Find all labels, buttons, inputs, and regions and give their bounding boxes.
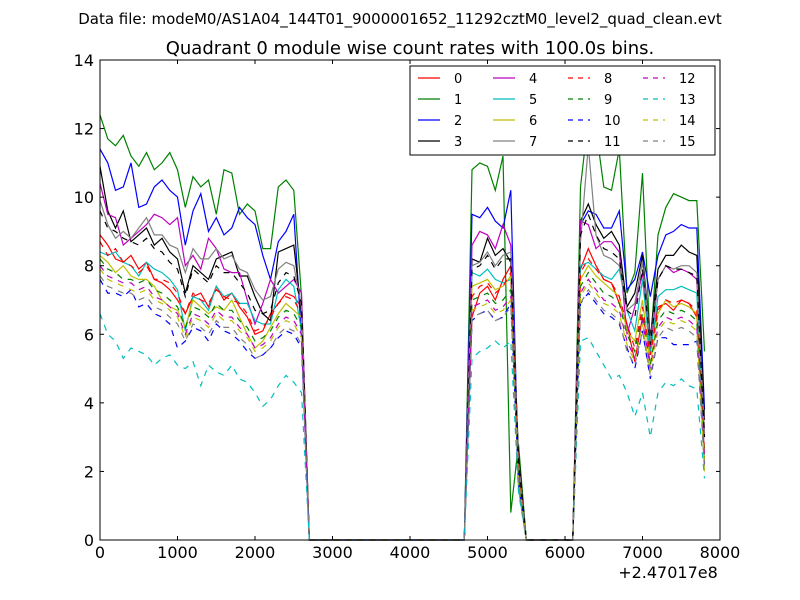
y-tick-label: 0 — [84, 531, 94, 550]
x-tick-label: 4000 — [390, 543, 431, 562]
y-tick-label: 12 — [74, 120, 94, 139]
series-line-1 — [99, 114, 706, 541]
legend-label-2: 2 — [454, 114, 462, 129]
series-line-8 — [99, 241, 706, 541]
legend-label-9: 9 — [604, 93, 612, 108]
legend-label-8: 8 — [604, 72, 612, 87]
series-line-5 — [99, 251, 706, 541]
x-tick-label: 3000 — [312, 543, 353, 562]
y-tick-label: 6 — [84, 325, 94, 344]
x-tick-label: 1000 — [157, 543, 198, 562]
y-tick-label: 2 — [84, 462, 94, 481]
legend-label-4: 4 — [529, 72, 537, 87]
series-line-15 — [99, 275, 706, 541]
series-line-2 — [99, 148, 706, 541]
plot-lines — [99, 114, 706, 541]
legend-box — [409, 65, 716, 156]
series-line-14 — [99, 268, 706, 541]
legend-label-0: 0 — [454, 72, 462, 87]
legend-label-12: 12 — [679, 72, 696, 87]
y-tick-label: 14 — [74, 51, 94, 70]
series-line-6 — [99, 254, 706, 541]
legend-label-10: 10 — [604, 114, 621, 129]
x-tick-label: 5000 — [467, 543, 508, 562]
y-tick-label: 8 — [84, 257, 94, 276]
legend-label-15: 15 — [679, 135, 696, 150]
legend-label-13: 13 — [679, 93, 696, 108]
legend-label-3: 3 — [454, 135, 462, 150]
series-line-4 — [99, 183, 706, 541]
x-tick-label: 7000 — [622, 543, 663, 562]
legend-label-7: 7 — [529, 135, 537, 150]
legend-label-6: 6 — [529, 114, 537, 129]
x-tick-label: 8000 — [700, 543, 741, 562]
x-tick-label: 2000 — [235, 543, 276, 562]
x-tick-label: 0 — [95, 543, 105, 562]
series-line-13 — [99, 313, 706, 541]
x-offset-label: +2.47017e8 — [618, 563, 718, 582]
chart-title: Quadrant 0 module wise count rates with … — [166, 38, 655, 59]
series-line-0 — [99, 234, 706, 541]
legend-label-14: 14 — [679, 114, 696, 129]
series-line-10 — [99, 279, 706, 541]
y-tick-label: 10 — [74, 188, 94, 207]
legend-label-5: 5 — [529, 93, 537, 108]
chart-suptitle: Data file: modeM0/AS1A04_144T01_90000016… — [78, 10, 722, 29]
x-tick-label: 6000 — [545, 543, 586, 562]
y-tick-label: 4 — [84, 394, 94, 413]
legend-label-1: 1 — [454, 93, 462, 108]
axis-ticks: 0 1000 2000 3000 4000 5000 6000 7000 80000246810… — [74, 51, 741, 562]
legend-label-11: 11 — [604, 135, 621, 150]
series-line-7 — [99, 145, 706, 541]
